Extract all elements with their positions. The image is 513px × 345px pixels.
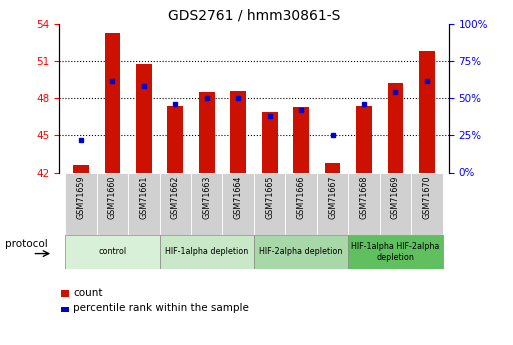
Bar: [356, 106, 372, 172]
Text: GSM71659: GSM71659: [76, 176, 86, 219]
Text: GSM71666: GSM71666: [297, 176, 306, 219]
Text: GSM71669: GSM71669: [391, 176, 400, 219]
Bar: [387, 83, 403, 172]
Text: count: count: [73, 288, 103, 298]
Bar: [62, 289, 69, 297]
Bar: [160, 172, 191, 235]
Bar: [317, 172, 348, 235]
Bar: [254, 172, 285, 235]
Text: HIF-1alpha HIF-2alpha
depletion: HIF-1alpha HIF-2alpha depletion: [351, 242, 440, 262]
Bar: [325, 162, 341, 172]
Bar: [160, 235, 254, 269]
Bar: [62, 307, 69, 313]
Bar: [348, 235, 443, 269]
Text: percentile rank within the sample: percentile rank within the sample: [73, 303, 249, 313]
Title: GDS2761 / hmm30861-S: GDS2761 / hmm30861-S: [168, 9, 340, 23]
Bar: [285, 172, 317, 235]
Bar: [73, 165, 89, 172]
Bar: [136, 64, 152, 172]
Bar: [254, 235, 348, 269]
Text: GSM71663: GSM71663: [202, 176, 211, 219]
Bar: [419, 51, 435, 172]
Bar: [223, 172, 254, 235]
Text: HIF-2alpha depletion: HIF-2alpha depletion: [260, 247, 343, 256]
Bar: [348, 172, 380, 235]
Text: control: control: [98, 247, 127, 256]
Text: protocol: protocol: [5, 239, 48, 249]
Text: GSM71665: GSM71665: [265, 176, 274, 219]
Bar: [230, 91, 246, 172]
Bar: [293, 107, 309, 172]
Text: GSM71667: GSM71667: [328, 176, 337, 219]
Text: GSM71662: GSM71662: [171, 176, 180, 219]
Text: GSM71660: GSM71660: [108, 176, 117, 219]
Text: GSM71670: GSM71670: [422, 176, 431, 219]
Text: GSM71664: GSM71664: [234, 176, 243, 219]
Text: GSM71661: GSM71661: [140, 176, 148, 219]
Bar: [262, 112, 278, 172]
Bar: [97, 172, 128, 235]
Bar: [411, 172, 443, 235]
Bar: [65, 172, 97, 235]
Bar: [105, 33, 121, 173]
Bar: [167, 106, 183, 172]
Text: GSM71668: GSM71668: [360, 176, 368, 219]
Bar: [65, 235, 160, 269]
Bar: [191, 172, 223, 235]
Text: HIF-1alpha depletion: HIF-1alpha depletion: [165, 247, 248, 256]
Bar: [199, 92, 214, 172]
Bar: [380, 172, 411, 235]
Bar: [128, 172, 160, 235]
